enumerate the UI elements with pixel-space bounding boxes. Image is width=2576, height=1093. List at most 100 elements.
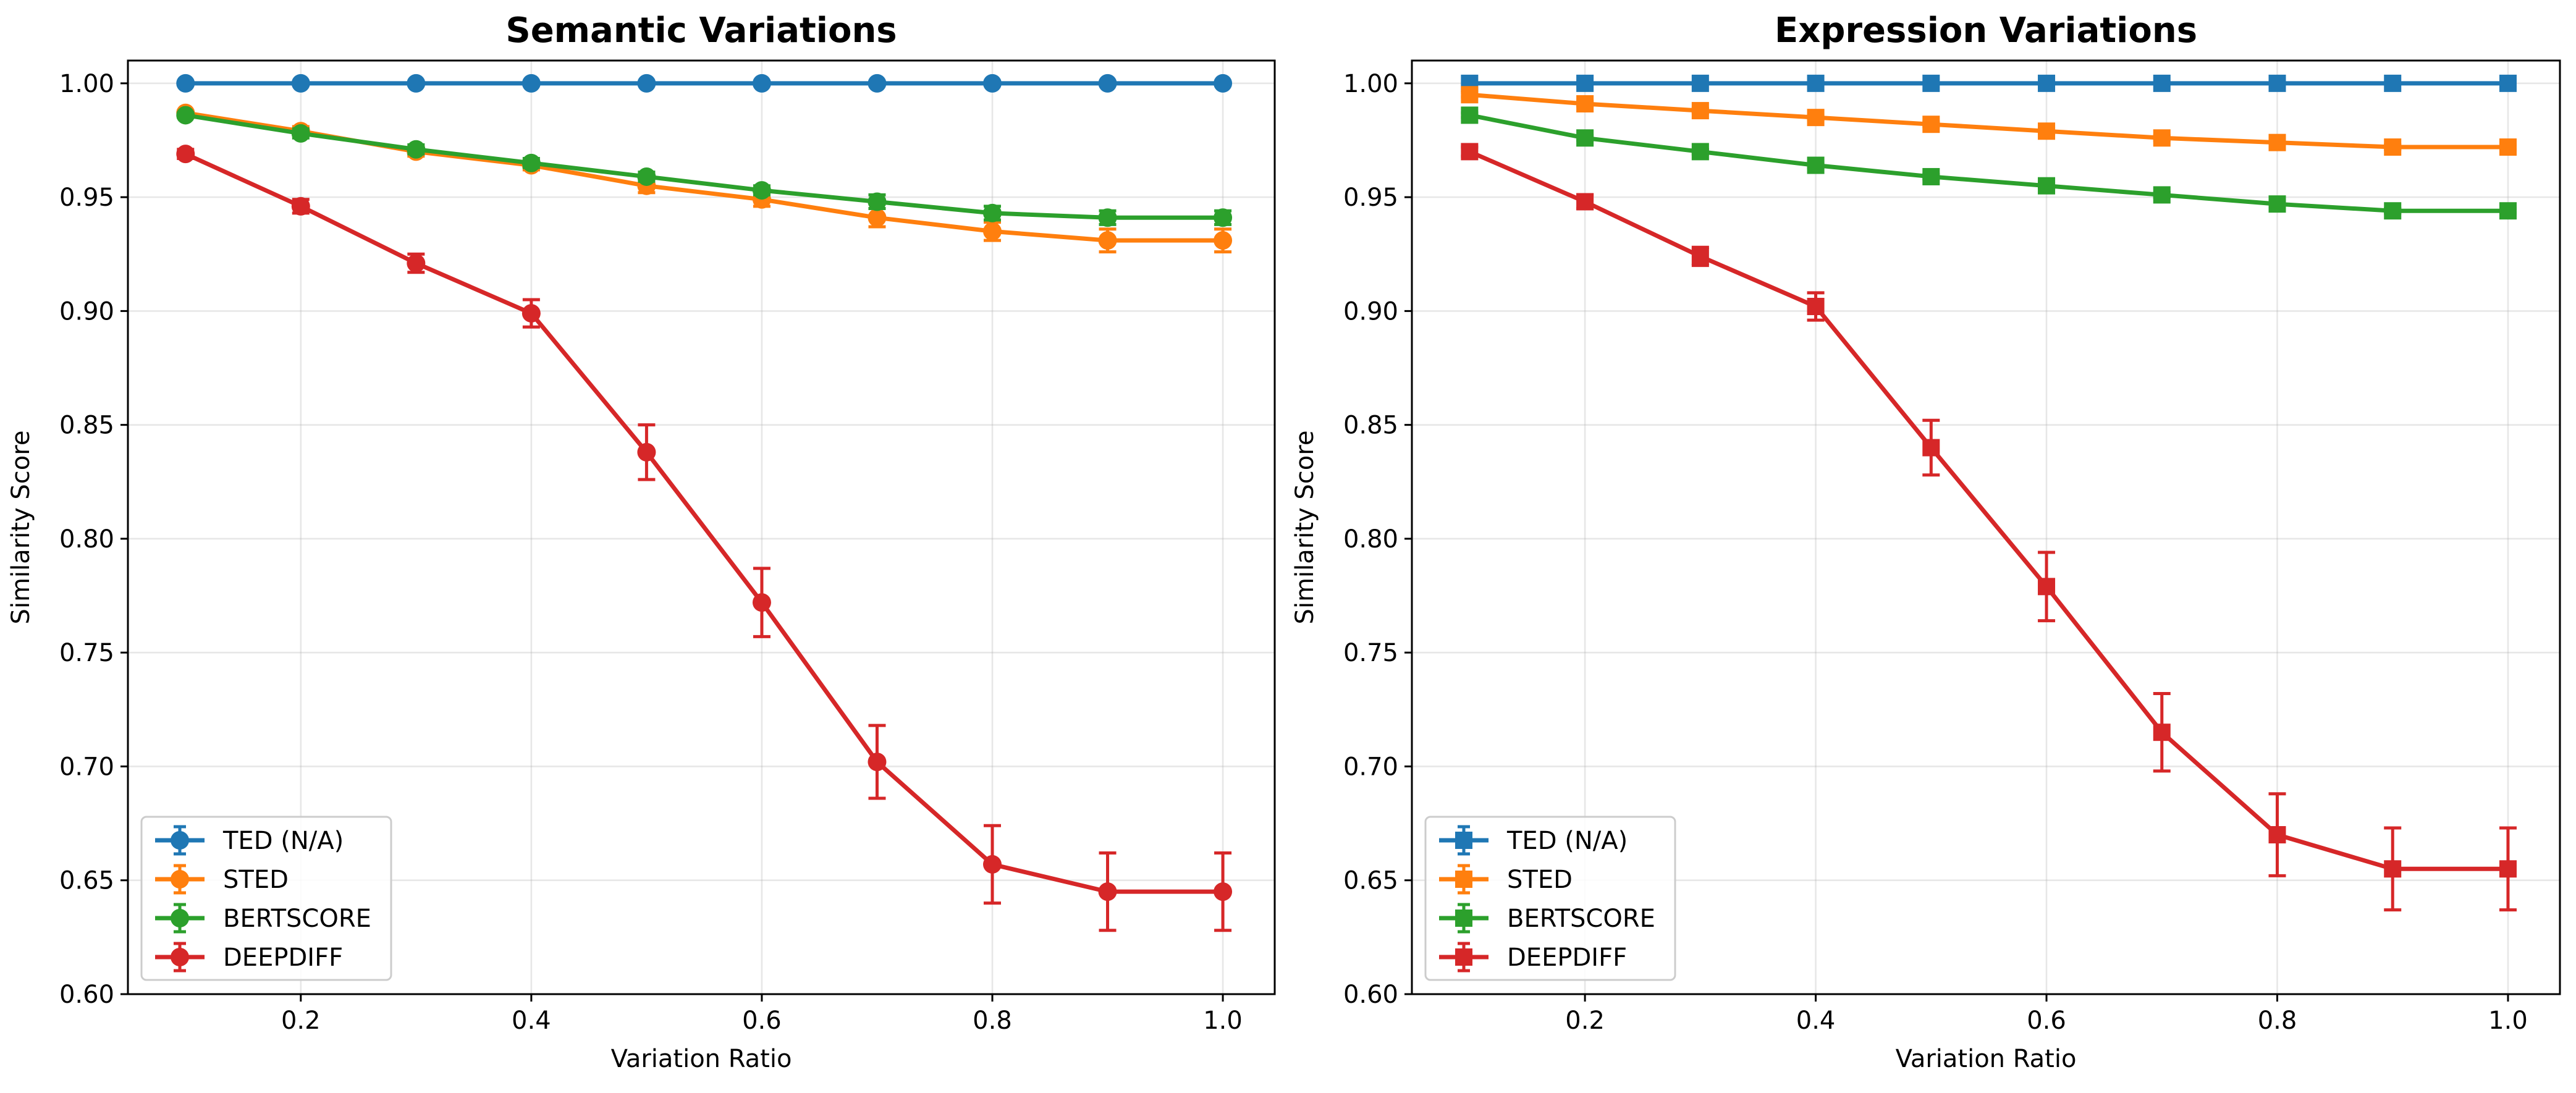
- data-point: [1576, 193, 1594, 211]
- legend-marker: [1455, 948, 1472, 966]
- x-tick-label: 0.8: [973, 1006, 1012, 1035]
- data-point: [1576, 74, 1594, 92]
- y-tick-label: 0.70: [1343, 753, 1398, 781]
- legend-marker: [1455, 909, 1472, 927]
- y-tick-label: 0.60: [1343, 981, 1398, 1009]
- data-point: [407, 74, 426, 93]
- y-tick-label: 0.80: [59, 525, 114, 554]
- legend-label: DEEPDIFF: [1507, 943, 1627, 972]
- y-tick-label: 0.95: [1343, 184, 1398, 212]
- data-point: [2499, 860, 2517, 878]
- data-point: [1214, 208, 1233, 227]
- legend: TED (N/A) STED BERTSCORE DEEPDIFF: [140, 816, 392, 981]
- y-tick-label: 1.00: [59, 70, 114, 98]
- y-tick-label: 0.90: [59, 297, 114, 326]
- y-tick-label: 0.95: [59, 184, 114, 212]
- data-point: [1214, 231, 1233, 250]
- plot-frame: [127, 59, 1276, 995]
- x-tick-label: 0.2: [1565, 1006, 1605, 1035]
- legend-entry: BERTSCORE: [1439, 903, 1655, 934]
- x-axis-label: Variation Ratio: [1896, 1045, 2077, 1073]
- data-point: [2499, 74, 2517, 92]
- legend-entry: BERTSCORE: [155, 903, 371, 934]
- data-point: [1807, 109, 1825, 127]
- y-axis-label: Similarity Score: [7, 431, 35, 625]
- x-tick-label: 1.0: [2488, 1006, 2528, 1035]
- legend-marker: [1455, 832, 1472, 849]
- data-point: [407, 140, 426, 159]
- series-line: [1469, 92, 2508, 150]
- data-point: [2268, 74, 2286, 92]
- data-point: [752, 181, 771, 200]
- y-tick-label: 0.65: [59, 867, 114, 895]
- legend-box: [1424, 816, 1676, 981]
- data-point: [1098, 231, 1117, 250]
- data-point: [2153, 186, 2171, 204]
- chart-title: Expression Variations: [1775, 11, 2197, 51]
- legend-entry: STED: [1439, 864, 1573, 895]
- data-point: [982, 74, 1002, 93]
- x-tick-label: 1.0: [1203, 1006, 1243, 1035]
- data-point: [982, 203, 1002, 222]
- data-point: [2384, 860, 2402, 878]
- data-point: [1098, 74, 1117, 93]
- data-point: [1461, 86, 1479, 104]
- data-point: [1807, 74, 1825, 92]
- data-point: [1691, 102, 1709, 120]
- plot-frame: [1411, 59, 2561, 995]
- data-point: [176, 106, 195, 125]
- legend-marker: [1455, 871, 1472, 888]
- data-point: [2499, 138, 2517, 156]
- data-point: [1691, 74, 1709, 92]
- y-axis-label: Similarity Score: [1291, 431, 1319, 625]
- data-point: [868, 208, 887, 227]
- data-point: [752, 74, 771, 93]
- data-point: [1461, 106, 1479, 124]
- legend-entry: DEEPDIFF: [155, 942, 343, 973]
- legend-marker: [171, 948, 189, 966]
- x-axis-label: Variation Ratio: [611, 1045, 792, 1073]
- data-point: [176, 145, 195, 164]
- data-point: [868, 753, 887, 772]
- chart-title: Semantic Variations: [505, 11, 897, 51]
- data-point: [868, 74, 887, 93]
- data-point: [2499, 202, 2517, 220]
- x-tick-label: 0.2: [281, 1006, 321, 1035]
- data-point: [982, 855, 1002, 874]
- data-point: [1691, 143, 1709, 161]
- data-point: [2038, 578, 2056, 596]
- data-point: [1922, 74, 1940, 92]
- series-line: [184, 151, 1223, 894]
- data-point: [2153, 724, 2171, 741]
- series-bertscore: [1461, 106, 2517, 220]
- x-tick-label: 0.8: [2258, 1006, 2297, 1035]
- y-tick-label: 0.90: [1343, 297, 1398, 326]
- series-deepdiff: [1461, 143, 2517, 912]
- series-sted: [1461, 86, 2517, 156]
- chart-expression-variations: 0.2 0.4 0.6 0.8 1.0 0.60 0.65 0.70 0.75 0.80 0.85 0…: [1291, 11, 2561, 1073]
- legend-label: BERTSCORE: [1507, 905, 1655, 933]
- legend-label: TED (N/A): [1506, 827, 1628, 855]
- data-point: [1098, 208, 1117, 227]
- legend-marker: [171, 909, 189, 927]
- data-point: [1807, 298, 1825, 316]
- y-tick-label: 0.80: [1343, 525, 1398, 554]
- data-point: [1922, 167, 1940, 185]
- data-point: [522, 153, 541, 172]
- data-point: [2038, 177, 2056, 195]
- data-point: [752, 593, 771, 612]
- y-tick-label: 1.00: [1343, 70, 1398, 98]
- x-tick-label: 0.4: [512, 1006, 551, 1035]
- data-point: [176, 74, 195, 93]
- x-tick-label: 0.6: [742, 1006, 782, 1035]
- legend-label: STED: [223, 866, 289, 894]
- data-point: [1214, 882, 1233, 901]
- data-point: [2268, 133, 2286, 151]
- series-ted-n-a: [1461, 74, 2517, 92]
- legend-marker: [171, 870, 189, 888]
- data-point: [2268, 826, 2286, 844]
- data-point: [1922, 116, 1940, 133]
- data-point: [2384, 138, 2402, 156]
